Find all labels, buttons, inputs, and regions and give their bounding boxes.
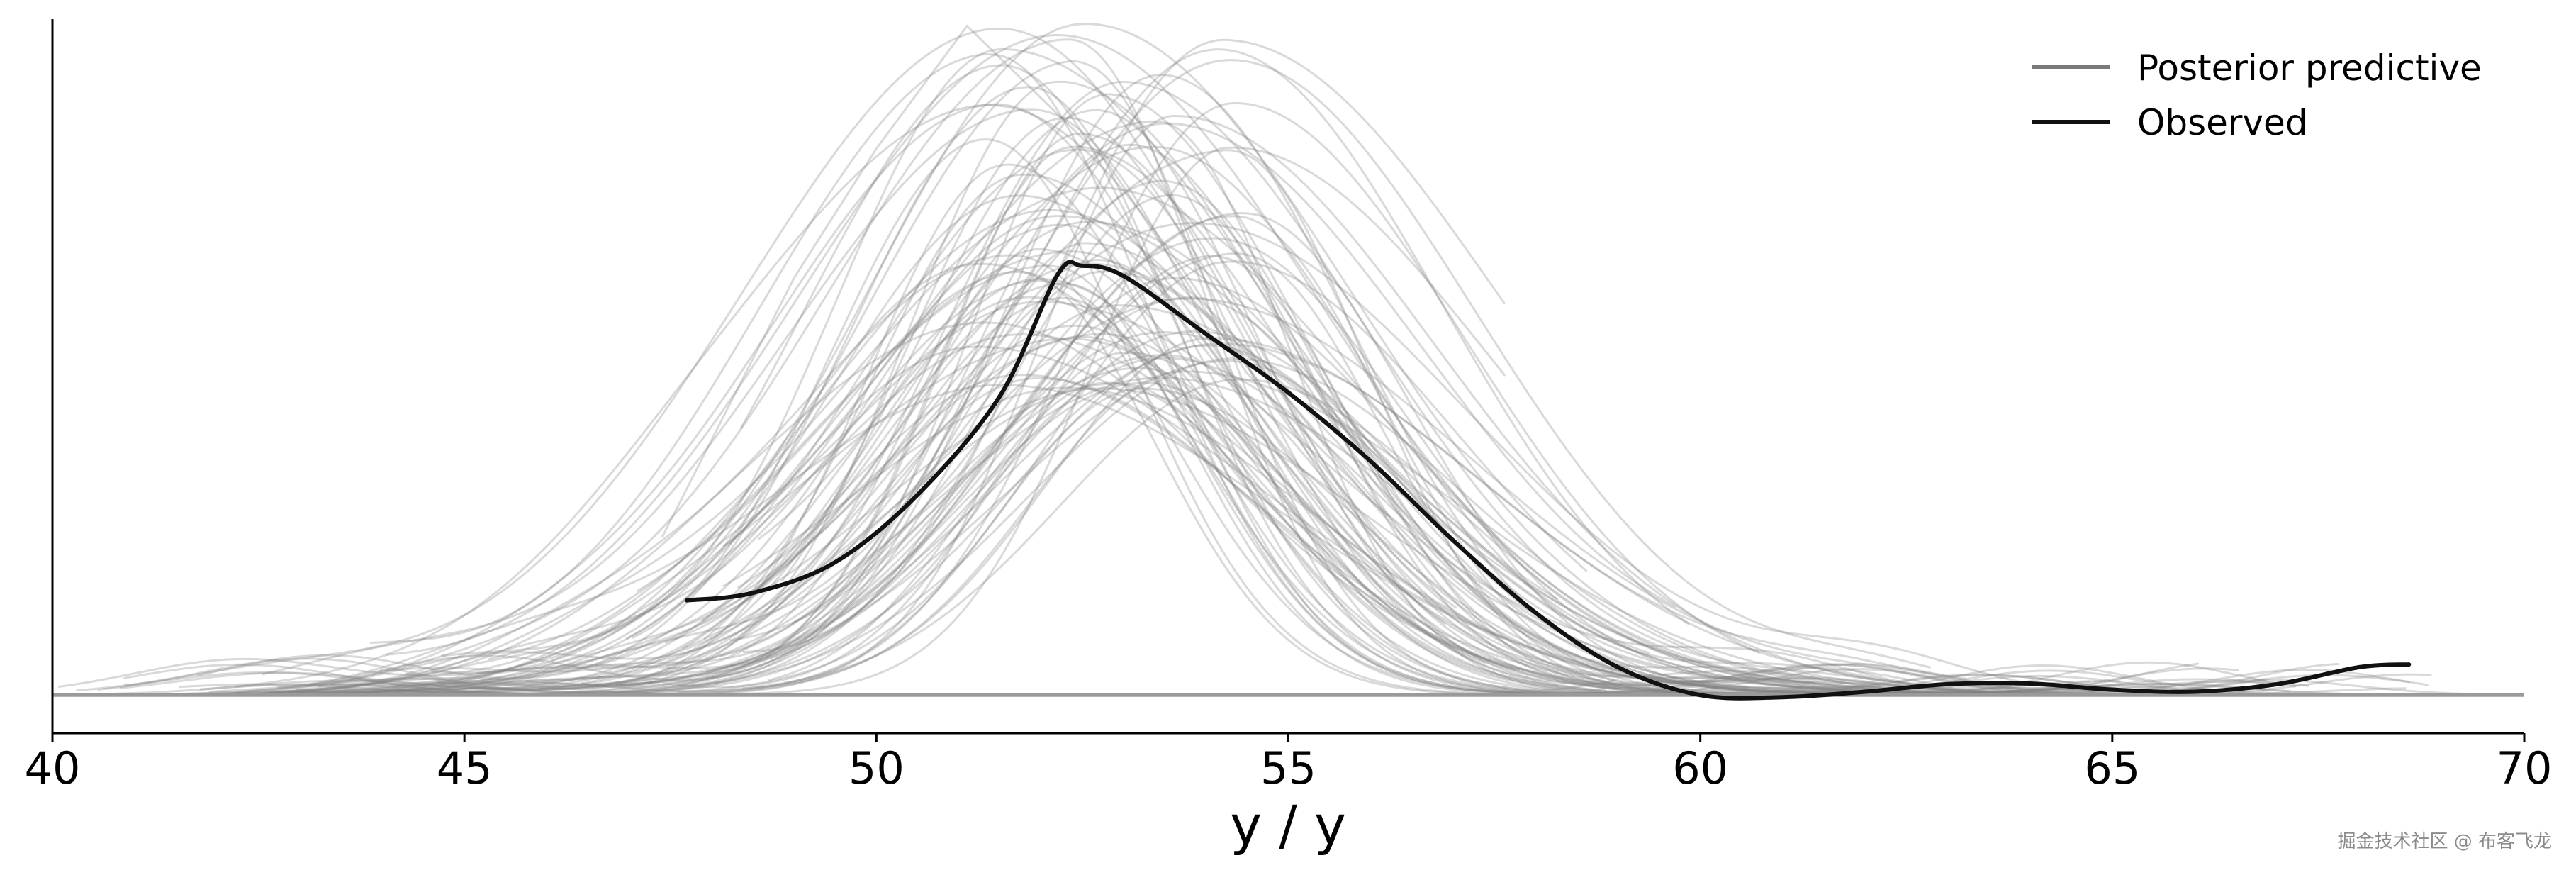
posterior-sample-curve xyxy=(220,279,2117,696)
posterior-sample-curve xyxy=(269,367,1608,695)
posterior-sample-curve xyxy=(382,194,1763,696)
posterior-sample-curve xyxy=(705,132,1818,696)
x-tick-label: 50 xyxy=(849,742,905,794)
posterior-sample-curve xyxy=(196,86,2361,696)
posterior-sample-curve xyxy=(488,250,1663,687)
posterior-sample-curve xyxy=(386,34,2200,695)
posterior-sample-curve xyxy=(124,260,1588,696)
posterior-sample-curve xyxy=(706,342,1943,687)
posterior-sample-curve xyxy=(405,296,1622,690)
posterior-sample-curve xyxy=(748,221,2273,695)
x-tick-label: 65 xyxy=(2084,742,2140,794)
posterior-sample-curve xyxy=(208,80,2269,696)
posterior-sample-curve xyxy=(527,381,1516,696)
posterior-sample-curve xyxy=(538,324,2496,696)
posterior-sample-curve xyxy=(701,374,1650,689)
posterior-sample-curve xyxy=(662,351,1446,689)
posterior-sample-curve xyxy=(80,333,1915,696)
posterior-sample-curve xyxy=(742,38,1506,654)
posterior-sample-curve xyxy=(184,120,2059,696)
posterior-sample-curve xyxy=(330,194,2102,696)
posterior-sample-curve xyxy=(173,222,2440,696)
posterior-sample-curve xyxy=(203,270,1996,696)
posterior-sample-curve xyxy=(525,108,2010,696)
posterior-sample-curve xyxy=(393,247,1486,694)
posterior-sample-curve xyxy=(295,357,2480,696)
posterior-sample-curve xyxy=(780,116,1606,692)
posterior-sample-curve xyxy=(61,384,1503,696)
posterior-sample-curve xyxy=(595,377,2078,696)
posterior-sample-curve xyxy=(318,335,1884,696)
x-tick-label: 70 xyxy=(2497,742,2553,794)
posterior-sample-curve xyxy=(62,48,2267,696)
posterior-sample-curve xyxy=(235,101,1761,696)
posterior-sample-curve xyxy=(229,252,1837,696)
x-tick-label: 55 xyxy=(1260,742,1316,794)
posterior-sample-curve xyxy=(107,277,2291,696)
legend-label-observed: Observed xyxy=(2137,102,2308,143)
posterior-sample-curve xyxy=(437,255,1818,696)
posterior-sample-curve xyxy=(722,338,1815,684)
posterior-sample-curve xyxy=(372,330,1651,692)
posterior-sample-curve xyxy=(130,300,2212,696)
legend-label-posterior: Posterior predictive xyxy=(2137,48,2482,89)
posterior-sample-curve xyxy=(272,296,2127,696)
posterior-sample-curve xyxy=(440,345,1986,696)
posterior-sample-curve xyxy=(615,163,2491,696)
posterior-sample-curve xyxy=(580,242,2105,696)
posterior-sample-curve xyxy=(431,23,2203,695)
posterior-sample-curve xyxy=(57,208,1954,692)
observed-curve xyxy=(685,260,2412,701)
posterior-sample-curve xyxy=(235,38,2296,696)
legend: Posterior predictive Observed xyxy=(2032,48,2482,143)
posterior-sample-curve xyxy=(145,148,2021,696)
posterior-sample-curve xyxy=(665,377,1881,688)
posterior-sample-curve xyxy=(481,122,1676,682)
x-axis-label: y / y xyxy=(1230,793,1346,857)
posterior-sample-curve xyxy=(54,103,1559,696)
posterior-sample-curve xyxy=(664,262,1881,686)
posterior-sample-curve xyxy=(259,304,1559,696)
watermark: 掘金技术社区 @ 布客飞龙 xyxy=(2337,831,2552,852)
posterior-sample-curve xyxy=(737,333,2098,696)
posterior-sample-curve xyxy=(678,357,1750,689)
posterior-sample-curve xyxy=(632,138,2198,696)
posterior-sample-curve xyxy=(192,186,1800,696)
posterior-sample-curve xyxy=(767,381,1798,696)
posterior-sample-curve xyxy=(178,80,2507,696)
posterior-sample-curve xyxy=(475,237,1712,678)
posterior-sample-curve xyxy=(742,337,2453,696)
posterior-sample-curve xyxy=(147,215,2022,696)
x-tick-label: 40 xyxy=(25,742,81,794)
x-ticks: 40 45 50 55 60 65 70 xyxy=(25,733,2553,794)
posterior-predictive-curves xyxy=(52,23,2524,697)
posterior-sample-curve xyxy=(625,223,1615,693)
posterior-sample-curve xyxy=(277,212,2214,696)
posterior-sample-curve xyxy=(678,378,1934,695)
posterior-sample-curve xyxy=(379,297,1966,680)
posterior-sample-curve xyxy=(711,114,1886,695)
posterior-sample-curve xyxy=(594,149,1872,696)
posterior-sample-curve xyxy=(199,104,1457,691)
posterior-sample-curve xyxy=(720,48,1690,657)
posterior-sample-curve xyxy=(368,277,2264,696)
x-tick-label: 45 xyxy=(437,742,493,794)
posterior-sample-curve xyxy=(661,24,1389,538)
posterior-sample-curve xyxy=(261,108,1601,692)
posterior-sample-curve xyxy=(199,321,2095,696)
posterior-sample-curve xyxy=(76,27,2239,696)
posterior-sample-curve xyxy=(123,73,2411,696)
posterior-sample-curve xyxy=(791,354,1781,696)
posterior-sample-curve xyxy=(551,262,1521,671)
x-tick-label: 60 xyxy=(1672,742,1728,794)
posterior-sample-curve xyxy=(145,146,1506,696)
